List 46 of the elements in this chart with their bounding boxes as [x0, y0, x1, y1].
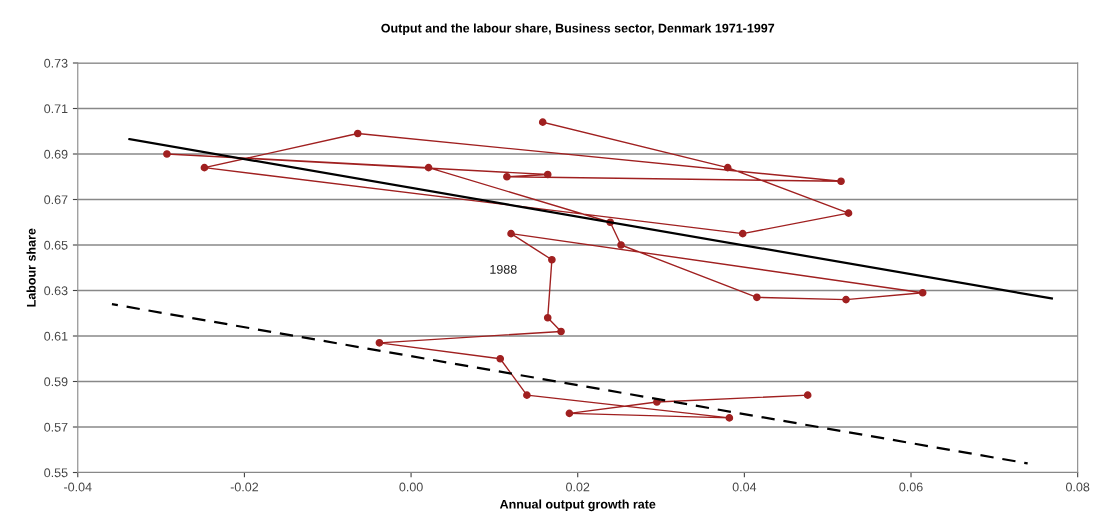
point: [723, 163, 732, 172]
y-tick-label: 0.73: [44, 58, 68, 68]
point: [353, 129, 362, 138]
point: [424, 163, 433, 172]
x-axis-title: Annual output growth rate: [499, 499, 656, 512]
point: [557, 327, 565, 336]
point: [507, 229, 515, 238]
annotation: 1988: [490, 264, 517, 274]
y-tick-label: 0.57: [44, 422, 68, 432]
x-tick-label: 0.06: [899, 482, 923, 492]
x-tick-label: 0.02: [566, 482, 590, 492]
y-tick-label: 0.63: [44, 286, 68, 296]
point: [163, 150, 171, 158]
point: [844, 209, 853, 217]
point: [496, 354, 505, 363]
y-tick-label: 0.61: [44, 331, 68, 341]
point: [543, 170, 552, 179]
point: [548, 255, 556, 264]
chart-title: Output and the labour share, Business sector, Denmark 1971-1997: [381, 23, 775, 36]
x-tick-label: 0.04: [732, 482, 757, 492]
y-axis-title: Labour share: [26, 228, 36, 307]
point: [200, 163, 209, 172]
y-tick-label: 0.65: [44, 240, 68, 250]
point: [617, 241, 625, 249]
point: [523, 391, 531, 399]
point: [375, 339, 384, 347]
y-tick-label: 0.67: [44, 195, 68, 205]
x-tick-label: -0.04: [64, 482, 92, 492]
point: [918, 288, 927, 297]
x-tick-label: -0.02: [230, 482, 259, 492]
point: [725, 414, 734, 422]
point: [543, 313, 552, 322]
point: [803, 391, 812, 399]
point: [753, 293, 761, 302]
y-tick-label: 0.69: [44, 149, 68, 159]
y-tick-label: 0.71: [44, 104, 68, 114]
y-tick-label: 0.59: [44, 377, 68, 387]
y-tick-label: 0.55: [44, 468, 68, 478]
x-tick-label: 0.00: [399, 482, 423, 492]
point: [503, 172, 511, 181]
point: [837, 177, 845, 186]
point: [538, 118, 547, 126]
point: [565, 409, 574, 418]
x-tick-label: 0.08: [1066, 482, 1090, 492]
point: [738, 229, 747, 238]
point: [842, 295, 850, 304]
